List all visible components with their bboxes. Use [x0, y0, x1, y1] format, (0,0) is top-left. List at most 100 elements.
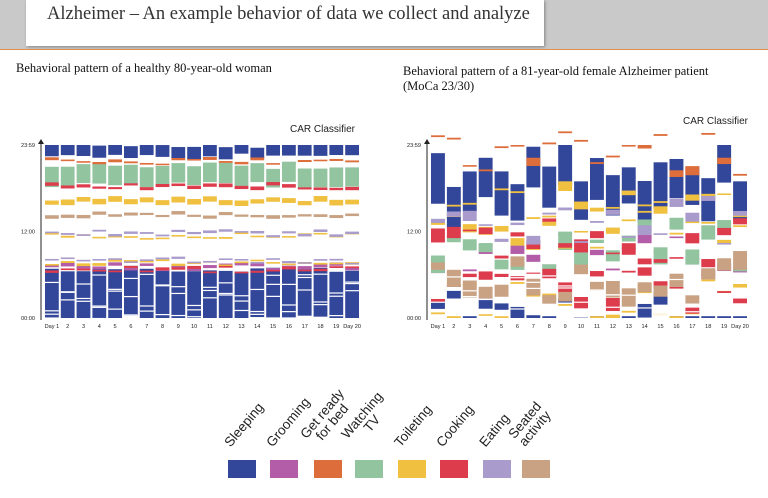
activity-bar: [250, 235, 265, 238]
x-tick-label: 13: [626, 324, 632, 330]
activity-bar: [282, 184, 296, 188]
activity-bar: [92, 263, 107, 266]
legend-label: Seated activity: [505, 398, 554, 450]
right-behavior-chart: 00:00 12:00 23:59 Day 1 2 3 4 5 6 7 8 9 10 11 12 13 14 15…: [407, 131, 749, 330]
activity-bar: [171, 229, 186, 232]
activity-bar: [108, 187, 122, 190]
bar-gap: [234, 309, 249, 312]
activity-bar: [187, 166, 201, 186]
activity-bar: [542, 316, 557, 318]
activity-bar: [526, 254, 541, 262]
bar-gap: [478, 298, 493, 301]
activity-bar: [92, 145, 107, 158]
activity-bar: [266, 197, 280, 202]
activity-bar: [526, 315, 541, 318]
bar-gap: [234, 300, 249, 302]
bar-gap: [446, 303, 461, 305]
legend-swatch: [270, 460, 298, 478]
activity-bar: [124, 183, 138, 186]
activity-bar: [76, 145, 91, 157]
activity-bar: [462, 316, 477, 318]
activity-bar: [139, 260, 154, 263]
activity-bar: [218, 264, 233, 267]
activity-bar: [685, 221, 700, 224]
activity-bar: [462, 202, 477, 205]
bar-gap: [669, 278, 684, 281]
activity-bar: [526, 157, 541, 166]
activity-bar: [685, 194, 700, 201]
activity-bar: [494, 226, 509, 232]
activity-bar: [203, 265, 217, 269]
activity-bar: [218, 229, 233, 232]
activity-bar: [329, 215, 344, 219]
activity-bar: [218, 237, 233, 239]
activity-bar: [60, 257, 75, 260]
activity-bar: [590, 221, 604, 223]
activity-bar: [685, 249, 700, 265]
activity-bar: [76, 164, 91, 184]
bar-gap: [282, 304, 296, 306]
y-tick-label: 12:00: [407, 230, 421, 236]
activity-bar: [446, 235, 461, 243]
x-tick-label: 16: [673, 324, 679, 330]
activity-bar: [234, 200, 249, 206]
activity-bar: [203, 183, 217, 187]
x-tick-label: 19: [721, 324, 727, 330]
activity-bar: [282, 198, 296, 203]
activity-bar: [701, 132, 716, 135]
slide-title: Alzheimer – An example behavior of data …: [47, 4, 530, 24]
bar-gap: [669, 312, 684, 314]
activity-bar: [250, 261, 265, 264]
activity-bar: [108, 196, 122, 202]
bar-gap: [478, 310, 493, 312]
activity-bar: [155, 163, 170, 166]
activity-bar: [431, 222, 445, 225]
bar-gap: [574, 315, 588, 317]
bar-gap: [590, 289, 604, 291]
activity-bar: [155, 271, 170, 318]
activity-bar: [329, 262, 344, 265]
activity-bar: [187, 262, 201, 265]
activity-bar: [139, 197, 154, 203]
activity-bar: [124, 260, 138, 262]
bar-gap: [266, 274, 280, 276]
activity-bar: [685, 212, 700, 222]
activity-bar: [542, 212, 557, 215]
activity-bar: [685, 307, 700, 314]
activity-bar: [329, 271, 344, 318]
activity-bar: [76, 234, 91, 236]
x-tick-label: 12: [610, 324, 616, 330]
activity-bar: [266, 267, 280, 271]
activity-bar: [297, 145, 312, 156]
activity-bar: [250, 270, 265, 273]
bar-gap: [526, 287, 541, 290]
bar-gap: [187, 309, 201, 311]
activity-bar: [669, 236, 684, 239]
activity-bar: [669, 316, 684, 318]
activity-bar: [329, 167, 344, 188]
right-chart-heading: Behavioral pattern of a 81-year-old fema…: [403, 64, 709, 93]
activity-bar: [187, 236, 201, 239]
x-tick-label: 19: [333, 324, 339, 330]
bar-gap: [92, 306, 107, 308]
activity-bar: [282, 263, 296, 266]
bar-gap: [329, 315, 344, 317]
y-tick-label: 23:59: [407, 143, 421, 149]
activity-bar: [431, 153, 445, 204]
bar-gap: [685, 289, 700, 291]
bar-gap: [155, 285, 170, 287]
activity-bar: [542, 268, 557, 279]
activity-bar: [171, 158, 186, 161]
bar-gap: [60, 291, 75, 293]
legend-label: Toileting: [391, 402, 435, 450]
bar-gap: [526, 273, 541, 275]
activity-bar: [139, 212, 154, 216]
activity-bar: [431, 218, 445, 223]
bar-gap: [733, 275, 747, 277]
activity-bar: [605, 297, 620, 312]
activity-bar: [605, 155, 620, 158]
activity-bar: [590, 281, 604, 291]
activity-bar: [701, 193, 716, 198]
activity-bar: [526, 278, 541, 296]
activity-bar: [266, 163, 280, 165]
